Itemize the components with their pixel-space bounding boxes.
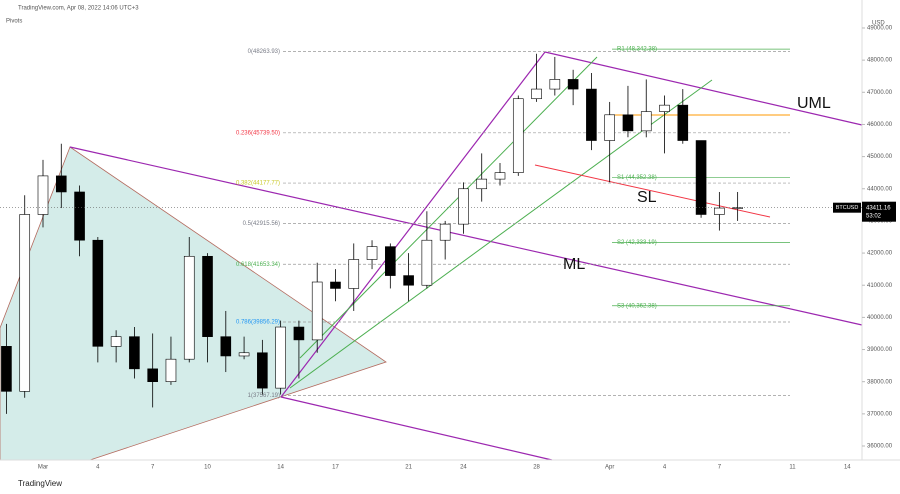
currency: USD [872,21,885,27]
x-tick-label: 10 [204,465,211,471]
candle-body [677,104,689,141]
candle-body [366,246,378,260]
x-tick-label: 14 [277,465,284,471]
candle-body [1,346,12,392]
candle-body [129,336,140,370]
candle-body [293,326,305,341]
pitchfork-handle [280,51,546,398]
candle-body [220,336,232,357]
candle-body [549,79,561,90]
candle-body [622,114,634,132]
candle-body [439,223,451,241]
x-tick-label: Mar [38,465,48,471]
candle-body [330,281,341,289]
fib-label: 0.618(41653.34) [236,262,280,268]
price-box [862,201,896,222]
candle-body [586,88,597,141]
y-tick-label: 48000.00 [867,58,893,64]
candle-body [385,246,396,276]
candle-body [403,275,414,286]
fib-label: 1(37567.19) [248,393,280,399]
candle-body [311,281,323,341]
annotation: UML [797,95,831,112]
fib-label: 0.5(42915.56) [243,221,280,227]
candle-body [604,114,615,141]
x-tick-label: Apr [605,465,614,471]
candle-body [37,175,49,215]
candle-body [714,207,725,215]
candle-body [476,178,488,190]
pivot-label: S3 (40,362.38) [617,303,657,309]
pivot-label: R1 (48,342.38) [617,47,657,53]
candle-body [275,326,286,389]
candle-body [348,259,360,289]
annotation: SL [637,189,657,206]
y-tick-label: 39000.00 [867,347,893,353]
x-tick-label: 11 [789,465,796,471]
x-tick-label: 21 [405,465,412,471]
candle-body [732,207,743,209]
fib-label: 0.236(45739.50) [236,130,280,136]
candle-body [512,98,524,173]
candle-body [494,172,506,180]
candle-body [55,175,67,193]
y-tick-label: 38000.00 [867,379,893,385]
fib-label: 0(48263.93) [248,49,280,55]
symbol-box [833,202,861,213]
support-line [534,164,771,218]
y-tick-label: 36000.00 [867,444,893,450]
candle-body [110,336,122,347]
x-tick-label: 28 [533,465,540,471]
candle-body [531,88,542,100]
source: TradingView.com, Apr 08, 2022 14:06 UTC+… [18,6,139,12]
candle-body [165,358,177,382]
candle-body [421,239,433,286]
y-tick-label: 42000.00 [867,251,893,257]
y-tick-label: 46000.00 [867,122,893,128]
annotation: ML [563,256,585,273]
x-tick-label: 17 [332,465,339,471]
channel-line [289,79,713,389]
y-tick-label: 47000.00 [867,90,893,96]
symbol: BTCUSD [836,205,859,211]
candle-body [183,255,195,360]
candle-body [202,255,213,337]
last-price: 43411.16 [866,205,891,211]
fib-label: 0.382(44177.77) [236,181,280,187]
candle-body [238,352,250,357]
candle-body [695,140,707,215]
channel-line [299,56,598,359]
pivot-label: S1 (44,352.38) [617,175,657,181]
y-tick-label: 45000.00 [867,154,893,160]
fib-label: 0.786(39856.29) [236,320,280,326]
candle-body [92,239,104,347]
countdown: 53:02 [866,213,882,219]
x-tick-label: 7 [151,465,155,471]
y-tick-label: 44000.00 [867,186,893,192]
candle-body [458,188,469,225]
indicator: Pivots [6,19,22,25]
candle-body [74,191,85,241]
y-tick-label: 37000.00 [867,411,893,417]
candle-body [19,214,31,392]
candle-body [257,352,268,389]
lower-median-line [280,396,553,461]
candle-body [659,104,670,112]
y-tick-label: 41000.00 [867,283,893,289]
candle-body [147,368,158,382]
y-tick-label: 49000.00 [867,26,893,32]
upper-median-line [544,51,863,126]
x-tick-label: 14 [844,465,851,471]
median-line [69,146,863,326]
x-tick-label: 7 [718,465,722,471]
x-tick-label: 24 [460,465,467,471]
brand: TradingView [18,479,62,488]
x-tick-label: 4 [96,465,100,471]
x-tick-label: 4 [663,465,667,471]
y-tick-label: 40000.00 [867,315,893,321]
pivot-label: S2 (42,333.19) [617,240,657,246]
candle-body [640,111,652,132]
candle-body [567,79,579,90]
